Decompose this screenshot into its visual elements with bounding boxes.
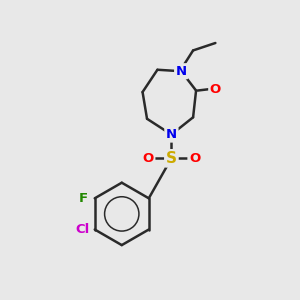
- Text: F: F: [79, 192, 88, 205]
- Text: Cl: Cl: [75, 223, 89, 236]
- Text: O: O: [189, 152, 200, 165]
- Text: S: S: [166, 151, 177, 166]
- Text: N: N: [176, 65, 187, 78]
- Text: O: O: [142, 152, 154, 165]
- Text: O: O: [210, 82, 221, 96]
- Text: N: N: [166, 128, 177, 141]
